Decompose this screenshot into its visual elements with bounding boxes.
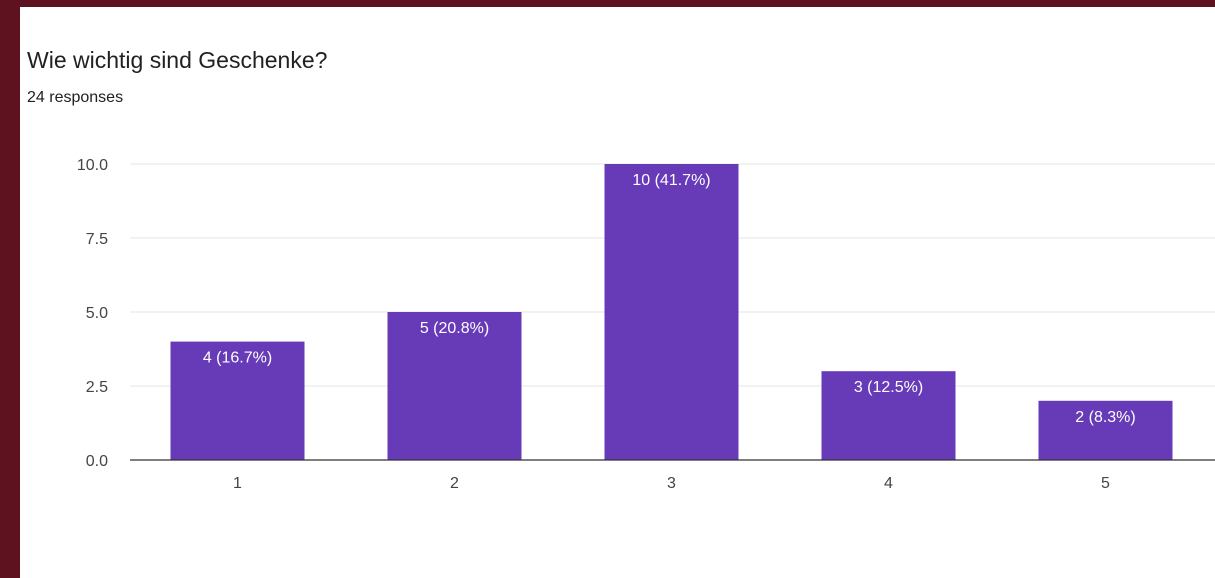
data-label: 5 (20.8%) [420, 320, 489, 337]
data-label: 3 (12.5%) [854, 379, 923, 396]
bar [821, 371, 956, 460]
y-tick-label: 5.0 [86, 305, 108, 322]
x-tick-label: 4 [884, 475, 893, 492]
data-label: 4 (16.7%) [203, 350, 272, 367]
x-tick-label: 2 [450, 475, 459, 492]
bar [604, 164, 739, 460]
x-tick-label: 3 [667, 475, 676, 492]
y-tick-label: 2.5 [86, 379, 108, 396]
chart-title: Wie wichtig sind Geschenke? [27, 47, 328, 73]
data-label: 2 (8.3%) [1075, 409, 1135, 426]
data-label: 10 (41.7%) [632, 172, 710, 189]
y-tick-label: 0.0 [86, 453, 108, 470]
response-count: 24 responses [27, 89, 124, 106]
bar [1038, 400, 1173, 460]
x-tick-label: 5 [1101, 475, 1110, 492]
bar [170, 341, 305, 460]
bar [387, 312, 522, 460]
y-tick-label: 7.5 [86, 231, 108, 248]
x-tick-label: 1 [233, 475, 242, 492]
y-tick-label: 10.0 [77, 157, 108, 174]
